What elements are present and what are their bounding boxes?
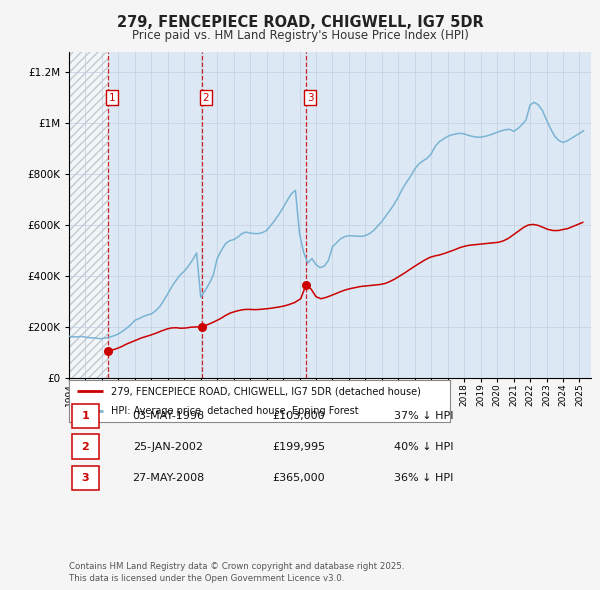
Text: Price paid vs. HM Land Registry's House Price Index (HPI): Price paid vs. HM Land Registry's House … <box>131 30 469 42</box>
Text: HPI: Average price, detached house, Epping Forest: HPI: Average price, detached house, Eppi… <box>111 406 359 416</box>
Text: 3: 3 <box>307 93 314 103</box>
Text: 37% ↓ HPI: 37% ↓ HPI <box>394 411 454 421</box>
Text: 40% ↓ HPI: 40% ↓ HPI <box>394 442 454 451</box>
Text: 279, FENCEPIECE ROAD, CHIGWELL, IG7 5DR: 279, FENCEPIECE ROAD, CHIGWELL, IG7 5DR <box>116 15 484 30</box>
FancyBboxPatch shape <box>71 466 99 490</box>
Text: 1: 1 <box>82 411 89 421</box>
FancyBboxPatch shape <box>71 404 99 428</box>
Text: 3: 3 <box>82 473 89 483</box>
Text: 1: 1 <box>109 93 115 103</box>
Text: 25-JAN-2002: 25-JAN-2002 <box>133 442 203 451</box>
Text: 03-MAY-1996: 03-MAY-1996 <box>132 411 204 421</box>
Text: 27-MAY-2008: 27-MAY-2008 <box>132 473 205 483</box>
Text: Contains HM Land Registry data © Crown copyright and database right 2025.
This d: Contains HM Land Registry data © Crown c… <box>69 562 404 583</box>
FancyBboxPatch shape <box>71 434 99 459</box>
Text: £103,000: £103,000 <box>272 411 325 421</box>
Text: 2: 2 <box>203 93 209 103</box>
Text: £365,000: £365,000 <box>272 473 325 483</box>
Text: 2: 2 <box>82 442 89 451</box>
Text: 279, FENCEPIECE ROAD, CHIGWELL, IG7 5DR (detached house): 279, FENCEPIECE ROAD, CHIGWELL, IG7 5DR … <box>111 386 421 396</box>
Text: £199,995: £199,995 <box>272 442 325 451</box>
Text: 36% ↓ HPI: 36% ↓ HPI <box>394 473 454 483</box>
